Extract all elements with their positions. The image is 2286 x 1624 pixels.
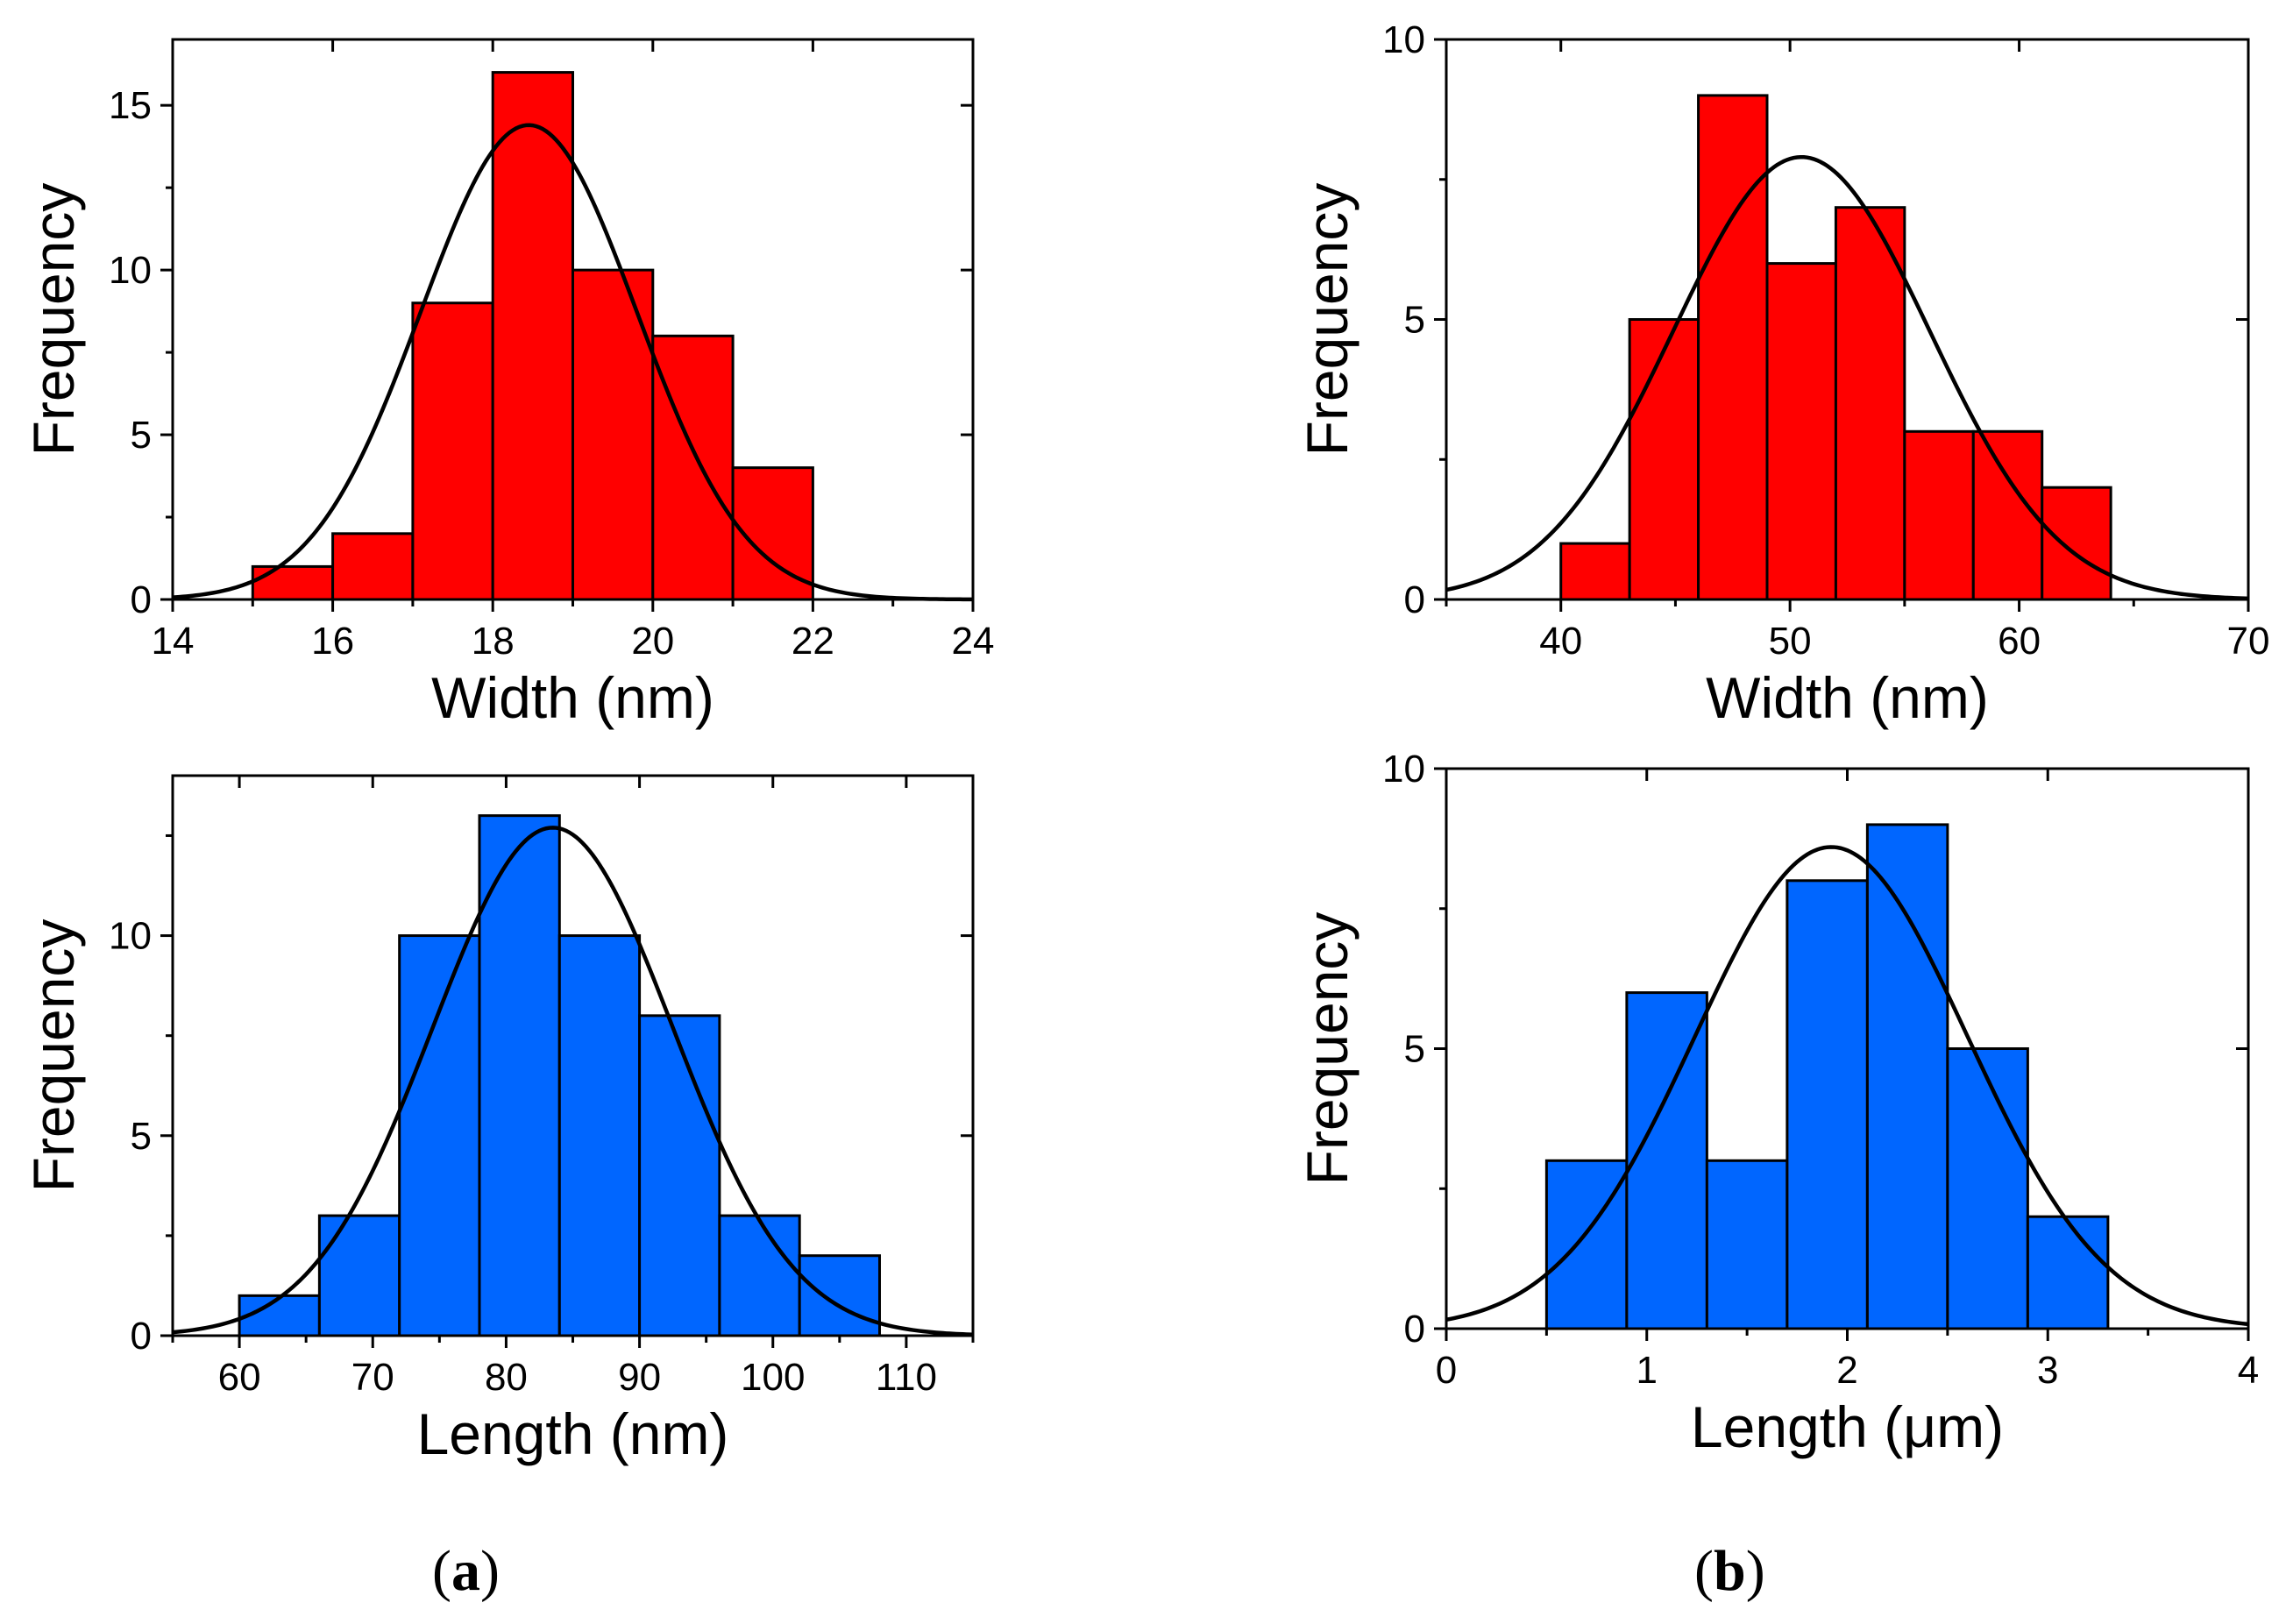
y-tick-label: 5	[1404, 1028, 1425, 1071]
y-axis-label: Frequency	[1295, 183, 1360, 457]
y-tick-label: 5	[131, 1115, 152, 1158]
x-tick-label: 70	[2227, 620, 2270, 663]
panel-label-b: (b)	[1694, 1538, 1765, 1605]
histogram-bar-3	[1697, 94, 1769, 601]
y-axis-label: Frequency	[21, 183, 86, 457]
histogram-bar-1	[251, 564, 335, 601]
histogram-bar-6	[1903, 429, 1975, 601]
panel-label-a: (a)	[432, 1538, 500, 1605]
histogram-bar-1	[1559, 542, 1631, 601]
gaussian-fit-curve	[1445, 845, 2249, 1327]
x-axis-label: Width (nm)	[431, 665, 714, 730]
x-tick-label: 60	[1998, 620, 2041, 663]
panel-label-a-letter: a	[451, 1539, 480, 1603]
histogram-bar-7	[718, 1214, 801, 1337]
x-tick-label: 0	[1436, 1349, 1457, 1392]
histogram-bar-1	[1544, 1159, 1629, 1330]
histogram-bar-7	[1971, 429, 2044, 601]
y-axis-label: Frequency	[1295, 912, 1360, 1186]
histogram-bar-6	[1946, 1047, 2029, 1330]
histogram-bar-5	[1834, 206, 1906, 601]
histogram-bar-8	[798, 1254, 881, 1337]
x-tick-label: 70	[351, 1356, 394, 1399]
histogram-bar-4	[478, 814, 561, 1337]
x-tick-label: 1	[1636, 1349, 1658, 1392]
chart-b-bottom-length-histogram: 0 1 2 3 4 0 5 10 Length (μm) Frequency	[1295, 748, 2259, 1459]
histogram-bar-2	[1628, 318, 1700, 601]
histogram-bar-4	[491, 71, 575, 601]
histogram-bar-5	[557, 934, 642, 1337]
histogram-bar-3	[1705, 1159, 1789, 1330]
y-tick-label: 15	[109, 84, 152, 127]
y-tick-label: 10	[1382, 748, 1425, 791]
chart-a-bottom-length-histogram: 60 70 80 90 100 110 0 5 10 Length (nm) Frequency	[21, 774, 975, 1466]
histogram-bar-4	[1765, 262, 1837, 601]
histogram-bar-7	[2026, 1215, 2110, 1330]
y-tick-label: 0	[1404, 578, 1425, 621]
y-tick-label: 10	[109, 915, 152, 958]
x-axis-label: Length (nm)	[417, 1401, 729, 1466]
x-tick-label: 80	[485, 1356, 528, 1399]
y-axis-label: Frequency	[21, 919, 86, 1193]
histogram-bar-2	[1625, 991, 1708, 1330]
x-tick-label: 14	[152, 620, 195, 663]
x-tick-label: 40	[1539, 620, 1582, 663]
panel-label-a-open: (	[432, 1539, 451, 1603]
x-tick-label: 50	[1769, 620, 1812, 663]
histogram-bar-2	[331, 532, 415, 601]
x-tick-label: 22	[792, 620, 834, 663]
x-tick-label: 110	[876, 1356, 937, 1399]
panel-label-b-close: )	[1745, 1539, 1765, 1603]
y-tick-label: 0	[1404, 1308, 1425, 1351]
x-tick-label: 16	[311, 620, 354, 663]
y-tick-label: 10	[109, 249, 152, 292]
panel-label-b-open: (	[1694, 1539, 1714, 1603]
x-tick-label: 100	[741, 1356, 805, 1399]
gaussian-fit-curve	[172, 123, 974, 602]
panel-label-b-letter: b	[1713, 1539, 1746, 1603]
x-tick-label: 18	[472, 620, 515, 663]
histogram-bar-6	[638, 1014, 721, 1337]
y-tick-label: 5	[1404, 299, 1425, 342]
x-tick-label: 90	[618, 1356, 661, 1399]
histogram-bar-2	[317, 1214, 401, 1337]
x-tick-label: 3	[2037, 1349, 2058, 1392]
histogram-bar-3	[411, 301, 494, 601]
x-axis-label: Width (nm)	[1706, 665, 1989, 730]
y-tick-label: 10	[1382, 18, 1425, 61]
chart-b-top-width-histogram: 40 50 60 70 0 5 10 Width (nm) Frequency	[1295, 18, 2269, 730]
histogram-bar-5	[572, 268, 655, 601]
y-tick-label: 0	[131, 1315, 152, 1358]
histogram-bar-4	[1785, 879, 1869, 1330]
x-axis-label: Length (μm)	[1691, 1394, 2004, 1459]
histogram-bar-6	[651, 334, 735, 601]
histogram-bar-5	[1865, 823, 1949, 1330]
chart-a-top-width-histogram: 14 16 18 20 22 24 0 5 10 15 Width (nm) Frequency	[21, 38, 995, 730]
y-tick-label: 5	[131, 414, 152, 457]
panel-label-a-close: )	[479, 1539, 500, 1603]
gaussian-fit-curve	[1445, 154, 2249, 601]
gaussian-fit-curve	[172, 826, 974, 1337]
histogram-bar-8	[2041, 486, 2112, 601]
x-tick-label: 20	[631, 620, 674, 663]
x-tick-label: 24	[952, 620, 995, 663]
x-tick-label: 60	[218, 1356, 261, 1399]
histogram-bar-3	[398, 934, 481, 1337]
y-tick-label: 0	[131, 578, 152, 621]
x-tick-label: 4	[2238, 1349, 2259, 1392]
x-tick-label: 2	[1836, 1349, 1857, 1392]
